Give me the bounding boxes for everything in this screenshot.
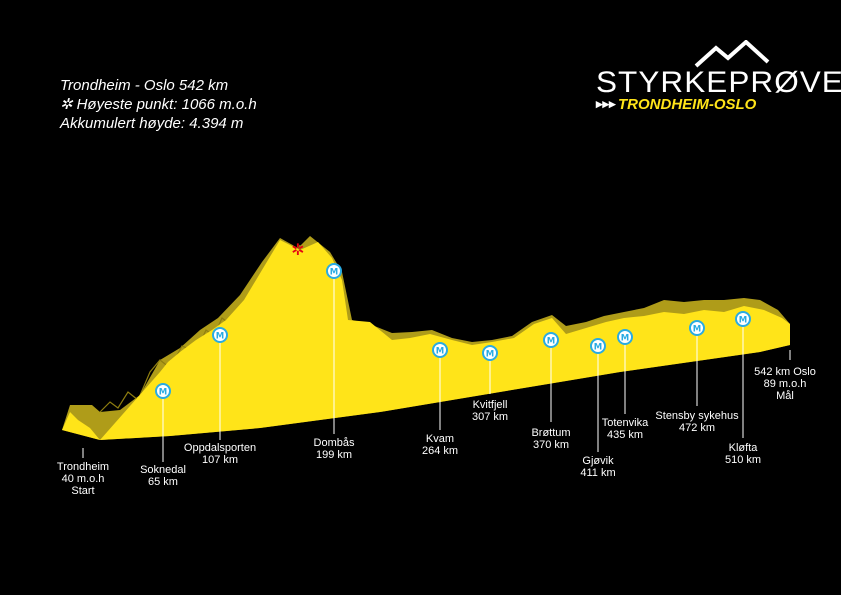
- label-klofta: Kløfta 510 km: [725, 442, 761, 466]
- highest-point-marker-icon: ✲: [291, 240, 304, 259]
- logo-name: STYRKEPRØVEN: [596, 66, 841, 99]
- label-dombas: Dombås 199 km: [314, 437, 355, 461]
- label-trondheim-start: Start: [71, 485, 95, 497]
- label-stensby-name: Stensby sykehus: [655, 410, 739, 422]
- svg-text:M: M: [486, 350, 494, 360]
- label-kvam: Kvam 264 km: [422, 433, 458, 457]
- highest-point-icon: ✲: [60, 96, 73, 113]
- label-brottum-name: Brøttum: [531, 427, 571, 439]
- label-dombas-name: Dombås: [313, 437, 355, 449]
- marker-soknedal-icon: M: [155, 383, 171, 399]
- marker-totenvika-icon: M: [617, 329, 633, 345]
- marker-gjovik-icon: M: [590, 338, 606, 354]
- label-dombas-km: 199 km: [315, 449, 353, 461]
- svg-text:M: M: [159, 388, 167, 398]
- aid-station-markers: M M M M M M M M M M: [155, 263, 751, 399]
- label-stensby: Stensby sykehus 472 km: [655, 410, 738, 434]
- marker-stensby-icon: M: [689, 320, 705, 336]
- label-trondheim-name: Trondheim: [56, 461, 110, 473]
- label-stensby-km: 472 km: [678, 422, 716, 434]
- svg-text:M: M: [693, 325, 701, 335]
- label-brottum: Brøttum 370 km: [531, 427, 570, 451]
- marker-klofta-icon: M: [735, 311, 751, 327]
- marker-dombas-icon: M: [326, 263, 342, 279]
- label-brottum-km: 370 km: [532, 439, 570, 451]
- logo: STYRKEPRØVEN ▸▸▸ TRONDHEIM-OSLO: [596, 40, 841, 120]
- profile-top: [62, 240, 790, 440]
- label-soknedal-name: Soknedal: [140, 464, 186, 476]
- highest-point-text: Høyeste punkt: 1066 m.o.h: [76, 96, 257, 113]
- route-info: Trondheim - Oslo 542 km ✲ Høyeste punkt: …: [60, 76, 257, 133]
- label-trondheim-elevation: 40 m.o.h: [61, 473, 105, 485]
- label-totenvika-name: Totenvika: [601, 417, 649, 429]
- label-oppdalsporten-name: Oppdalsporten: [183, 442, 257, 454]
- label-kvam-name: Kvam: [425, 433, 455, 445]
- svg-text:M: M: [547, 337, 555, 347]
- mountain-logo-icon: [694, 40, 770, 68]
- label-oslo-elevation: 89 m.o.h: [763, 378, 807, 390]
- label-totenvika-km: 435 km: [606, 429, 644, 441]
- label-oslo-name: 542 km Oslo: [754, 366, 816, 378]
- label-oslo: 542 km Oslo 89 m.o.h Mål: [754, 366, 816, 402]
- marker-kvitfjell-icon: M: [482, 345, 498, 361]
- marker-kvam-icon: M: [432, 342, 448, 358]
- logo-arrows-icon: ▸▸▸: [596, 96, 616, 111]
- label-soknedal-km: 65 km: [148, 476, 178, 488]
- logo-subtitle: TRONDHEIM-OSLO: [618, 96, 757, 113]
- label-klofta-name: Kløfta: [728, 442, 758, 454]
- label-soknedal: Soknedal 65 km: [140, 464, 186, 488]
- svg-text:M: M: [594, 343, 602, 353]
- label-kvitfjell-km: 307 km: [471, 411, 509, 423]
- label-gjovik-km: 411 km: [580, 467, 616, 479]
- svg-text:M: M: [436, 347, 444, 357]
- label-trondheim: Trondheim 40 m.o.h Start: [57, 461, 109, 497]
- label-klofta-km: 510 km: [724, 454, 762, 466]
- label-kvitfjell-name: Kvitfjell: [472, 399, 508, 411]
- label-kvam-km: 264 km: [421, 445, 459, 457]
- highest-point-row: ✲ Høyeste punkt: 1066 m.o.h: [60, 95, 257, 114]
- svg-text:M: M: [330, 268, 338, 278]
- label-gjovik: Gjøvik 411 km: [580, 455, 615, 479]
- label-gjovik-name: Gjøvik: [582, 455, 614, 467]
- label-oppdalsporten-km: 107 km: [201, 454, 239, 466]
- label-oslo-finish: Mål: [776, 390, 794, 402]
- label-oppdalsporten: Oppdalsporten 107 km: [184, 442, 256, 466]
- svg-text:M: M: [621, 334, 629, 344]
- svg-text:M: M: [216, 332, 224, 342]
- marker-oppdalsporten-icon: M: [212, 327, 228, 343]
- svg-text:M: M: [739, 316, 747, 326]
- accumulated-ascent: Akkumulert høyde: 4.394 m: [60, 115, 244, 132]
- label-totenvika: Totenvika 435 km: [602, 417, 648, 441]
- leader-lines: [82, 278, 791, 462]
- route-summary: Trondheim - Oslo 542 km: [60, 77, 229, 94]
- marker-brottum-icon: M: [543, 332, 559, 348]
- label-kvitfjell: Kvitfjell 307 km: [472, 399, 508, 423]
